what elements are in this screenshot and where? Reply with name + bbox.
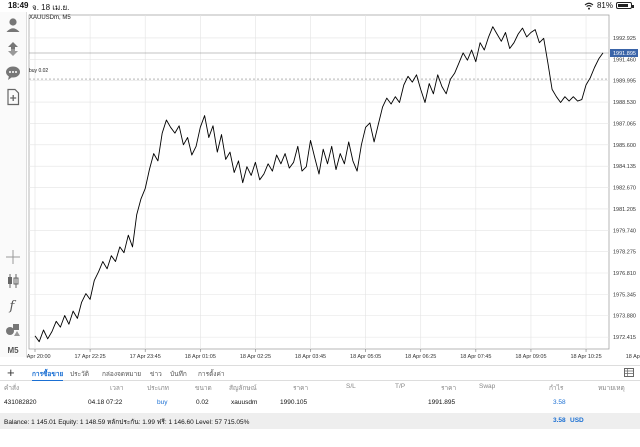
y-tick-label: 1981.205: [613, 207, 636, 213]
x-tick-label: 17 Apr 22:25: [75, 354, 106, 360]
x-tick-label: 18 Apr 10:25: [570, 354, 601, 360]
x-tick-label: 18 Apr 11:45: [626, 354, 640, 360]
add-button[interactable]: +: [7, 365, 15, 380]
x-tick-label: 17 Apr 23:45: [130, 354, 161, 360]
col-price: ราคา: [293, 385, 309, 392]
total-currency: USD: [570, 417, 584, 424]
cell-order: 431082820: [4, 399, 37, 406]
y-tick-label: 1984.135: [613, 164, 636, 170]
col-comment: หมายเหตุ: [598, 385, 625, 392]
cell-type: buy: [157, 399, 168, 406]
y-tick-label: 1975.345: [613, 292, 636, 298]
status-right: 81%: [584, 1, 634, 10]
y-tick-label: 1991.460: [613, 57, 636, 63]
timeframe-icon[interactable]: M5: [7, 346, 19, 355]
total-profit: 3.58: [553, 417, 566, 424]
crosshair-icon[interactable]: [4, 248, 22, 266]
y-tick-label: 1978.275: [613, 250, 636, 256]
status-date: จ. 18 เม.ย.: [32, 3, 70, 12]
function-icon[interactable]: f: [4, 296, 22, 314]
position-label: buy 0.02: [29, 68, 49, 74]
col-time: เวลา: [110, 385, 124, 392]
col-order: คำสั่ง: [4, 385, 20, 392]
col-sl: S/L: [346, 383, 356, 390]
y-tick-label: 1976.810: [613, 271, 636, 277]
col-volume: ขนาด: [195, 385, 212, 392]
battery-icon: [616, 2, 634, 9]
y-tick-label: 1972.415: [613, 335, 636, 341]
chart-frame: [28, 14, 610, 350]
terminal-tabs: + การซื้อขาย ประวัติ กล่องจดหมาย ข่าว บั…: [0, 365, 640, 381]
y-tick-label: 1979.740: [613, 228, 636, 234]
person-icon[interactable]: [4, 16, 22, 34]
price-chart[interactable]: 1992.925 1991.460 1989.995 1988.530 1987.065…: [26, 12, 640, 365]
col-tp: T/P: [395, 383, 406, 390]
chart-area[interactable]: 1992.925 1991.460 1989.995 1988.530 1987.065…: [26, 12, 640, 365]
current-price-tag: [610, 48, 638, 57]
tab-settings[interactable]: การตั้งค่า: [198, 371, 225, 378]
table-header: คำสั่ง เวลา ประเภท ขนาด สัญลักษณ์ ราคา S…: [0, 381, 640, 395]
table-row[interactable]: 431082820 04.18 07:22 buy 0.02 xauusdm 1…: [0, 397, 640, 412]
x-tick-label: 18 Apr 03:45: [295, 354, 326, 360]
trade-arrows-icon[interactable]: [4, 40, 22, 58]
cell-current-price: 1991.895: [428, 399, 456, 406]
col-type: ประเภท: [147, 385, 169, 392]
col-symbol: สัญลักษณ์: [229, 385, 257, 392]
x-tick-label: 18 Apr 01:05: [185, 354, 216, 360]
x-tick-label: 18 Apr 09:05: [515, 354, 546, 360]
battery-fill: [618, 4, 628, 7]
x-tick-label: 18 Apr 06:25: [405, 354, 436, 360]
col-current-price: ราคา: [441, 385, 457, 392]
balance-text: Balance: 1 145.01 Equity: 1 148.59 หลักป…: [4, 419, 250, 426]
x-tick-label: 18 Apr 02:25: [240, 354, 271, 360]
y-tick-label: 1988.530: [613, 100, 636, 106]
current-price-label: 1991.895: [613, 51, 636, 57]
x-tick-label: 14 Apr 20:00: [26, 354, 51, 360]
objects-icon[interactable]: [4, 320, 22, 338]
col-profit: กำไร: [549, 385, 564, 392]
tab-journal[interactable]: บันทึก: [170, 371, 187, 378]
cell-volume: 0.02: [196, 399, 209, 406]
left-toolbar: f M5: [0, 12, 27, 357]
x-tick-label: 18 Apr 05:05: [350, 354, 381, 360]
svg-text:f: f: [9, 299, 17, 314]
status-bar: 18:49 จ. 18 เม.ย. 81%: [0, 0, 640, 12]
chart-symbol-label: XAUUSDm, M5: [29, 15, 71, 21]
battery-percent: 81%: [596, 1, 613, 10]
balance-bar: Balance: 1 145.01 Equity: 1 148.59 หลักป…: [0, 413, 640, 429]
cell-symbol: xauusdm: [231, 399, 258, 406]
document-plus-icon[interactable]: [4, 88, 22, 106]
columns-menu-icon[interactable]: [624, 368, 634, 377]
y-tick-label: 1985.600: [613, 143, 636, 149]
tab-mailbox[interactable]: กล่องจดหมาย: [102, 371, 142, 378]
candlestick-icon[interactable]: [4, 272, 22, 290]
y-tick-label: 1982.670: [613, 186, 636, 192]
cell-time: 04.18 07:22: [88, 399, 123, 406]
tab-news[interactable]: ข่าว: [150, 371, 162, 378]
chat-icon[interactable]: [4, 64, 22, 82]
y-tick-label: 1992.925: [613, 36, 636, 42]
wifi-icon: [584, 2, 594, 10]
y-tick-label: 1973.880: [613, 314, 636, 320]
cell-profit: 3.58: [553, 399, 566, 406]
y-tick-label: 1987.065: [613, 121, 636, 127]
cell-price: 1990.105: [280, 399, 308, 406]
status-time: 18:49: [8, 1, 29, 10]
col-swap: Swap: [479, 383, 496, 390]
x-tick-label: 18 Apr 07:45: [460, 354, 491, 360]
tab-history[interactable]: ประวัติ: [70, 371, 89, 378]
y-tick-label: 1989.995: [613, 79, 636, 85]
tab-trade[interactable]: การซื้อขาย: [32, 369, 64, 381]
price-line: [34, 26, 604, 343]
